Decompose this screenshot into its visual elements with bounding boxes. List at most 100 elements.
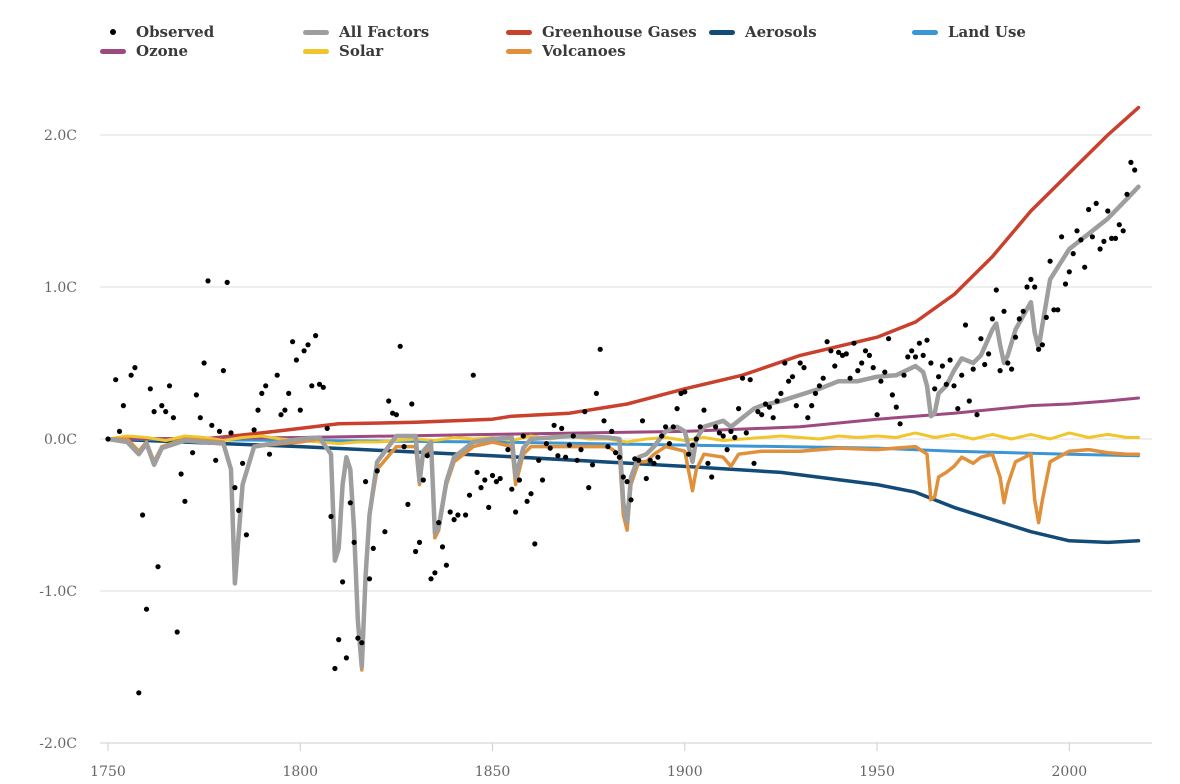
observed-point [528, 491, 534, 497]
series-lines [105, 105, 1141, 672]
observed-point [962, 322, 969, 328]
legend-item-observed[interactable]: Observed [100, 23, 214, 41]
observed-point [1097, 246, 1103, 252]
observed-point [689, 442, 696, 448]
observed-point [1109, 235, 1115, 241]
observed-point [370, 545, 376, 552]
observed-point [1082, 264, 1088, 270]
observed-point [520, 433, 526, 439]
observed-point [986, 351, 992, 357]
observed-point [220, 368, 226, 374]
observed-point [736, 406, 742, 412]
observed-point [820, 375, 826, 381]
observed-point [409, 401, 415, 407]
observed-point [251, 427, 257, 433]
observed-point [1016, 316, 1022, 322]
observed-point [916, 340, 923, 346]
observed-point [755, 409, 761, 415]
legend-swatch-aerosols [709, 29, 735, 35]
observed-point [447, 509, 453, 515]
observed-point [140, 512, 146, 518]
observed-point [116, 428, 123, 434]
observed-point [443, 562, 449, 568]
observed-point [882, 369, 888, 375]
legend-swatch-volcanoes [506, 48, 532, 54]
observed-point [859, 360, 865, 366]
observed-point [170, 415, 176, 421]
observed-point [639, 418, 646, 424]
observed-point [751, 460, 757, 466]
observed-point [120, 403, 126, 409]
observed-point [613, 450, 619, 456]
observed-point [439, 544, 446, 550]
observed-point [1036, 346, 1042, 352]
observed-point [432, 570, 438, 576]
observed-point [978, 336, 984, 342]
observed-point [474, 469, 480, 475]
observed-point [593, 390, 600, 396]
observed-point [405, 501, 411, 507]
legend-item-aerosols[interactable]: Aerosols [709, 23, 817, 41]
legend-label-ozone: Ozone [136, 42, 189, 60]
observed-point [770, 415, 776, 421]
observed-point [174, 629, 180, 635]
chart-legend: Observed All Factors Greenhouse Gases Ae… [0, 0, 1180, 70]
observed-point [228, 430, 234, 436]
observed-point [816, 383, 823, 389]
observed-point [128, 372, 134, 378]
observed-point [513, 509, 519, 515]
observed-point [989, 316, 996, 322]
observed-point [1105, 208, 1111, 214]
series-line-solar [106, 431, 1140, 446]
observed-point [524, 498, 530, 504]
observed-point [805, 415, 811, 421]
observed-point [1024, 284, 1030, 290]
x-tick-label: 1950 [859, 764, 895, 780]
legend-item-volcanoes[interactable]: Volcanoes [506, 42, 626, 60]
observed-point [574, 457, 580, 463]
observed-point [363, 479, 369, 485]
observed-point [213, 457, 219, 463]
legend-item-all-factors[interactable]: All Factors [303, 23, 429, 41]
observed-point [609, 428, 615, 434]
observed-point [1062, 281, 1069, 287]
legend-label-land-use: Land Use [948, 23, 1026, 41]
observed-point [832, 363, 838, 369]
observed-point [739, 375, 746, 381]
observed-point [532, 541, 538, 547]
series-line-greenhouse-gases [106, 105, 1141, 441]
observed-point [290, 339, 296, 345]
observed-point [1074, 228, 1080, 234]
observed-point [1093, 200, 1099, 206]
observed-point [547, 445, 553, 451]
observed-point [716, 430, 723, 436]
legend-item-ozone[interactable]: Ozone [100, 42, 188, 60]
observed-point [939, 363, 946, 369]
observed-point [366, 576, 373, 582]
legend-swatch-greenhouse-gases [506, 29, 532, 35]
observed-point [493, 479, 499, 485]
observed-point [209, 422, 215, 428]
observed-point [843, 351, 849, 357]
observed-point [355, 635, 361, 641]
legend-label-solar: Solar [339, 42, 384, 60]
observed-point [486, 504, 492, 510]
legend-item-greenhouse-gases[interactable]: Greenhouse Gases [506, 23, 697, 41]
observed-point [705, 460, 711, 466]
observed-points [105, 159, 1138, 696]
observed-point [747, 377, 753, 383]
observed-point [301, 348, 307, 354]
observed-point [420, 477, 426, 483]
observed-point [812, 390, 819, 396]
observed-point [605, 444, 611, 450]
observed-point [1012, 334, 1019, 340]
observed-point [359, 640, 365, 646]
observed-point [932, 386, 938, 392]
observed-point [970, 366, 976, 372]
observed-point [1132, 167, 1138, 173]
observed-point [1051, 307, 1057, 313]
observed-point [236, 507, 242, 513]
legend-item-land-use[interactable]: Land Use [912, 23, 1026, 41]
legend-item-solar[interactable]: Solar [303, 42, 383, 60]
